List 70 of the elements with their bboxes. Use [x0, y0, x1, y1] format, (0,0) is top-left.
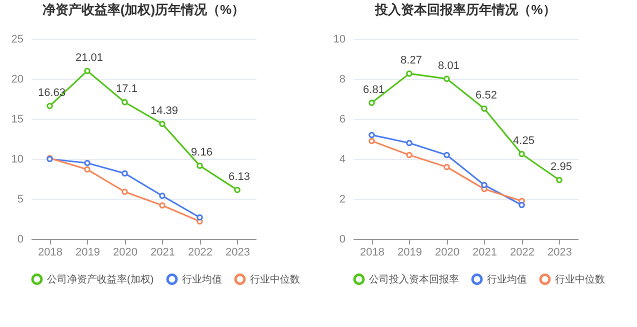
y-tick-label: 8 [339, 74, 346, 86]
y-tick-label: 10 [333, 34, 346, 46]
point [122, 170, 128, 177]
point [518, 150, 525, 158]
data-label: 17.1 [116, 83, 138, 96]
data-label: 6.52 [476, 90, 497, 102]
legend-label: 公司投入资本回报率 [369, 273, 459, 286]
x-tick-label: 2020 [113, 246, 138, 258]
x-tick-label: 2022 [188, 246, 212, 258]
point [196, 214, 203, 221]
point [444, 164, 450, 170]
x-tick-label: 2018 [38, 246, 62, 258]
data-label: 2.95 [550, 161, 572, 173]
point [159, 120, 166, 128]
y-tick-label: 5 [17, 194, 24, 206]
point [406, 70, 412, 77]
point [444, 76, 450, 82]
data-label: 8.01 [438, 60, 460, 72]
point [159, 192, 166, 199]
data-label: 6.81 [363, 84, 384, 96]
legend-label: 行业中位数 [555, 273, 605, 286]
x-tick-label: 2019 [76, 246, 100, 258]
point [84, 160, 90, 166]
data-label: 9.16 [191, 146, 212, 159]
chart-title: 投入资本回报率历年情况（%） [374, 2, 556, 17]
data-label: 4.25 [513, 135, 534, 147]
point [84, 166, 90, 173]
point [481, 182, 488, 188]
point [406, 152, 412, 158]
x-tick-label: 2020 [435, 246, 460, 258]
x-tick-label: 2021 [150, 246, 175, 258]
y-tick-label: 4 [339, 154, 346, 166]
point [122, 188, 128, 195]
point [518, 202, 525, 208]
point [368, 132, 375, 138]
x-tick-label: 2023 [548, 246, 572, 258]
point [556, 176, 562, 184]
legend-label: 公司净资产收益率(加权) [47, 273, 154, 286]
x-tick-label: 2019 [398, 246, 422, 258]
y-tick-label: 15 [11, 114, 24, 126]
y-tick-label: 25 [11, 34, 24, 46]
point [444, 152, 450, 158]
point [368, 100, 375, 106]
y-tick-label: 20 [11, 74, 24, 86]
legend-label: 行业中位数 [250, 273, 300, 286]
point [84, 68, 90, 74]
chart-title: 净资产收益率(加权)历年情况（%） [42, 2, 245, 17]
point [481, 105, 488, 112]
point [46, 102, 53, 110]
point [122, 99, 128, 106]
point [159, 202, 166, 209]
y-tick-label: 2 [339, 194, 346, 206]
y-tick-label: 0 [17, 234, 24, 246]
legend-label: 行业均值 [182, 273, 222, 286]
data-label: 6.13 [228, 170, 250, 183]
point [368, 138, 375, 144]
point [234, 186, 240, 194]
data-label: 14.39 [150, 104, 178, 117]
point [406, 140, 412, 146]
x-tick-label: 2021 [472, 246, 497, 258]
point [196, 162, 203, 169]
data-label: 21.01 [75, 52, 104, 64]
data-label: 8.27 [400, 54, 422, 67]
legend-label: 行业均值 [487, 273, 527, 286]
x-tick-label: 2018 [360, 246, 384, 258]
y-tick-label: 0 [339, 234, 346, 246]
y-tick-label: 6 [339, 114, 346, 126]
y-tick-label: 10 [11, 154, 24, 166]
x-tick-label: 2023 [226, 246, 250, 258]
x-tick-label: 2022 [510, 246, 534, 258]
